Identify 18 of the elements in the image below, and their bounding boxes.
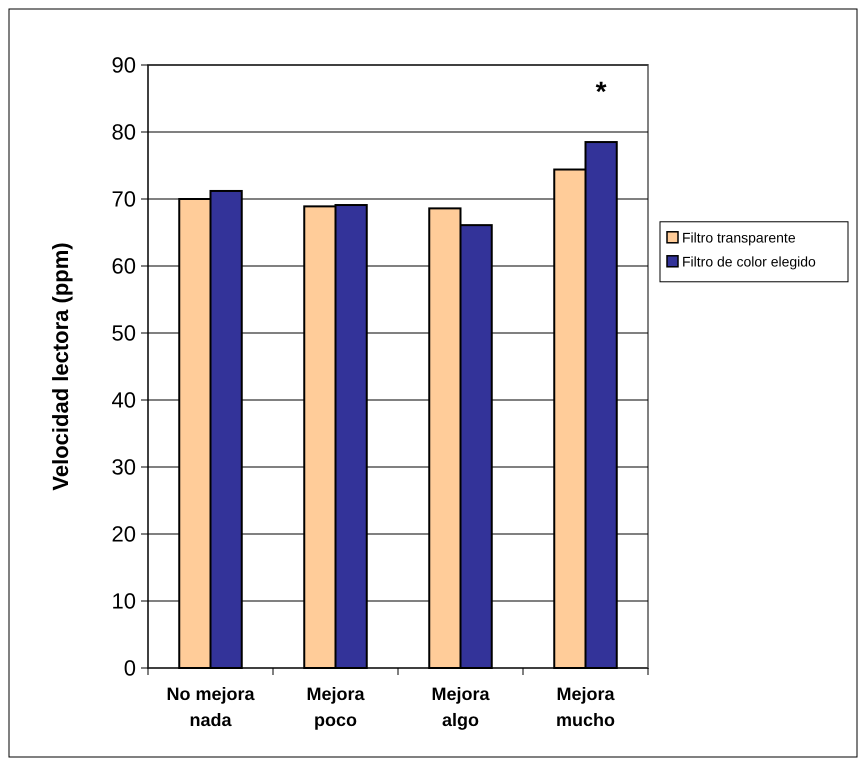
y-tick-label: 10 — [112, 588, 136, 614]
y-tick-label: 60 — [112, 254, 136, 279]
annotation: * — [596, 76, 607, 107]
x-tick-label: Mejora poco — [306, 684, 366, 730]
x-tick-label: Mejora mucho — [556, 684, 616, 730]
y-tick-label: 50 — [112, 320, 136, 346]
y-tick-label: 80 — [112, 120, 136, 145]
y-tick-label: 70 — [112, 186, 136, 212]
y-tick-label: 20 — [112, 522, 136, 547]
y-axis-title: Velocidad lectora (ppm) — [48, 242, 73, 491]
legend-label: Filtro transparente — [682, 230, 796, 246]
y-tick-label: 30 — [112, 454, 136, 480]
legend-label: Filtro de color elegido — [682, 254, 816, 270]
y-tick-label: 0 — [124, 656, 136, 681]
y-tick-label: 90 — [112, 52, 136, 78]
y-tick-label: 40 — [112, 388, 136, 413]
x-tick-label: Mejora algo — [431, 684, 490, 730]
x-tick-label: No mejora nada — [166, 684, 256, 730]
